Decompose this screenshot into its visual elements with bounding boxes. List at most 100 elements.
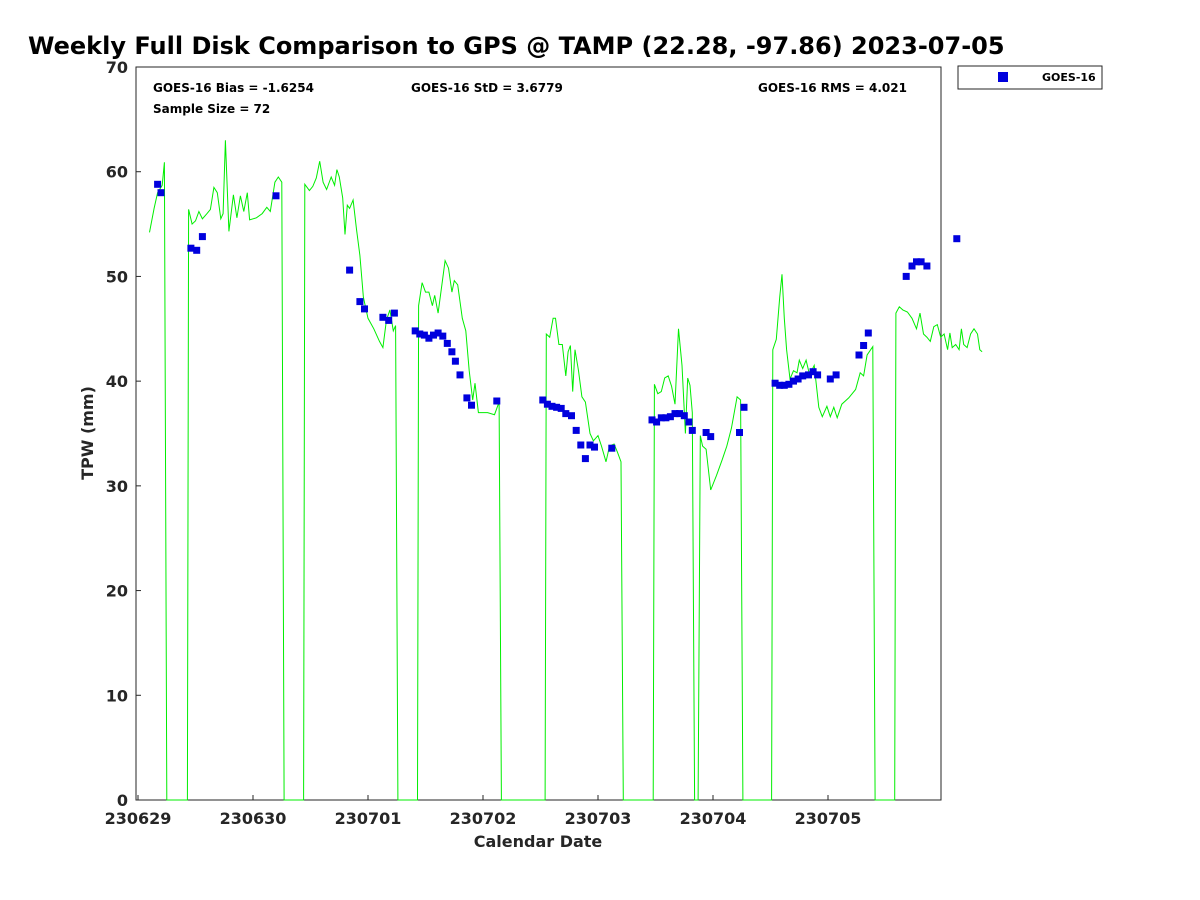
goes-16-point (685, 418, 693, 426)
goes-16-point (702, 429, 710, 436)
x-axis-label: Calendar Date (474, 832, 603, 851)
goes-16-point (553, 403, 561, 411)
y-tick-label: 40 (106, 372, 128, 391)
goes-16-point (439, 332, 447, 340)
goes-16-point (411, 327, 419, 335)
goes-16-point (562, 410, 570, 418)
y-tick-label: 30 (106, 477, 128, 496)
stat-sample-size: Sample Size = 72 (153, 102, 270, 116)
x-tick-label: 230701 (335, 809, 402, 828)
goes-16-point (736, 429, 743, 436)
x-tick-label: 230630 (220, 809, 287, 828)
goes-16-point (581, 455, 589, 463)
goes-16-point (913, 258, 920, 266)
goes-16-point (917, 258, 925, 266)
y-tick-label: 50 (106, 267, 128, 286)
goes-16-point (785, 380, 793, 388)
goes-16-point (680, 412, 688, 420)
goes-16-point (548, 402, 556, 410)
goes-16-point (591, 443, 598, 451)
goes-16-point (809, 368, 817, 376)
goes-16-point (493, 397, 501, 405)
x-tick-label: 230704 (680, 809, 747, 828)
goes-16-point (272, 192, 280, 200)
y-tick-label: 60 (106, 163, 128, 182)
goes-16-point (707, 433, 715, 441)
goes-16-point (193, 246, 201, 254)
goes-16-point (657, 414, 665, 422)
goes-16-point (860, 342, 868, 349)
plot-area (135, 66, 942, 801)
goes-16-point (425, 334, 433, 342)
goes-16-point (814, 371, 822, 379)
goes-16-point (864, 329, 872, 337)
goes-16-point (671, 410, 679, 418)
stat-bias: GOES-16 Bias = -1.6254 (153, 81, 314, 95)
goes-16-point (572, 426, 580, 434)
legend-box (957, 65, 1103, 90)
y-axis: 0 10 20 30 40 50 60 70 (106, 58, 141, 810)
goes-16-point (688, 426, 696, 434)
y-axis-label: TPW (mm) (78, 386, 97, 480)
legend-marker (998, 72, 1008, 82)
goes-16-point (543, 400, 551, 408)
goes-16-point (361, 305, 368, 313)
goes-16-point (790, 377, 797, 385)
goes-16-point (157, 189, 165, 197)
goes-16-point (805, 371, 812, 379)
goes-16-point (740, 403, 748, 411)
x-axis: 230629 230630 230701 230702 230703 230704 2307… (105, 795, 862, 828)
goes-16-point (771, 379, 779, 387)
goes-16-point (468, 401, 475, 409)
goes-16-point (154, 180, 162, 188)
stat-rms: GOES-16 RMS = 4.021 (758, 81, 907, 95)
goes-16-point (420, 331, 428, 339)
goes-16-point (448, 348, 456, 356)
goes-16-point (923, 262, 931, 270)
gps-line (149, 140, 983, 801)
goes-16-point (187, 244, 195, 252)
goes-16-point (557, 404, 565, 412)
goes-16-point (463, 394, 471, 402)
chart-title: Weekly Full Disk Comparison to GPS @ TAM… (28, 32, 1005, 60)
goes-16-point (776, 381, 784, 389)
x-tick-label: 230702 (450, 809, 517, 828)
goes-16-point (832, 371, 840, 379)
goes-16-series (154, 180, 961, 463)
goes-16-point (385, 316, 393, 324)
goes-16-point (855, 351, 863, 359)
goes-16-point (379, 313, 387, 321)
goes-16-point (902, 272, 910, 280)
goes-16-point (953, 235, 961, 243)
goes-16-point (451, 357, 459, 365)
goes-16-point (430, 331, 437, 339)
goes-16-point (456, 371, 464, 379)
x-tick-label: 230705 (795, 809, 862, 828)
goes-16-point (648, 416, 656, 424)
y-tick-label: 20 (106, 582, 128, 601)
goes-16-point (653, 418, 661, 426)
goes-16-point (908, 262, 916, 270)
goes-16-point (443, 339, 451, 347)
goes-16-point (662, 414, 670, 422)
goes-16-point (390, 309, 398, 317)
goes-16-point (198, 233, 206, 241)
goes-16-point (608, 444, 616, 452)
goes-16-point (676, 410, 684, 418)
x-tick-label: 230703 (565, 809, 632, 828)
y-tick-label: 10 (106, 686, 128, 705)
goes-16-point (666, 413, 674, 421)
stat-std: GOES-16 StD = 3.6779 (411, 81, 563, 95)
goes-16-point (780, 381, 788, 389)
goes-16-point (356, 298, 364, 306)
y-tick-label: 0 (117, 791, 128, 810)
goes-16-point (794, 375, 802, 383)
y-tick-label: 70 (106, 58, 128, 77)
goes-16-point (568, 412, 575, 420)
gps-series (149, 140, 983, 801)
goes-16-point (346, 266, 354, 274)
goes-16-point (416, 330, 424, 338)
goes-16-point (826, 375, 834, 383)
goes-16-point (586, 441, 594, 449)
